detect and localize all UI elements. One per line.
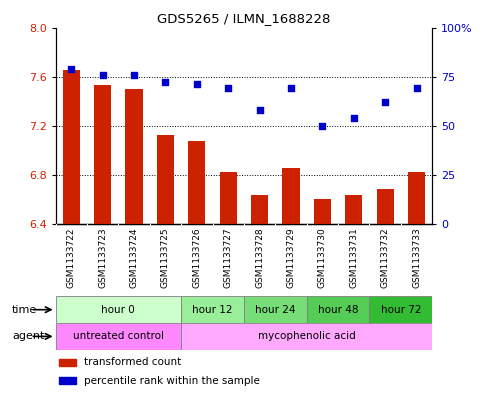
Bar	[220, 172, 237, 224]
Point	[412, 85, 420, 92]
Bar	[94, 85, 111, 224]
Text: GSM1133728: GSM1133728	[255, 227, 264, 288]
Text: GSM1133724: GSM1133724	[129, 227, 139, 288]
Text: GSM1133723: GSM1133723	[98, 227, 107, 288]
Bar	[56, 323, 181, 350]
Text: GSM1133722: GSM1133722	[67, 227, 76, 288]
Text: GSM1133727: GSM1133727	[224, 227, 233, 288]
Point	[287, 85, 295, 92]
Point	[256, 107, 264, 113]
Bar	[56, 296, 181, 323]
Bar	[369, 296, 432, 323]
Point	[350, 115, 357, 121]
Point	[193, 81, 201, 88]
Text: agent: agent	[12, 331, 44, 342]
Text: GSM1133726: GSM1133726	[192, 227, 201, 288]
Bar	[283, 169, 299, 224]
Text: percentile rank within the sample: percentile rank within the sample	[84, 376, 260, 386]
Bar	[188, 141, 205, 224]
Text: hour 48: hour 48	[318, 305, 358, 315]
Point	[161, 79, 170, 86]
Title: GDS5265 / ILMN_1688228: GDS5265 / ILMN_1688228	[157, 12, 330, 25]
Text: time: time	[12, 305, 37, 315]
Text: GSM1133733: GSM1133733	[412, 227, 421, 288]
Bar	[63, 70, 80, 224]
Text: hour 24: hour 24	[255, 305, 296, 315]
Bar	[181, 323, 432, 350]
Bar	[314, 199, 331, 224]
Bar	[59, 378, 76, 384]
Text: GSM1133725: GSM1133725	[161, 227, 170, 288]
Bar	[59, 359, 76, 365]
Bar	[157, 135, 174, 224]
Text: GSM1133732: GSM1133732	[381, 227, 390, 288]
Bar	[181, 296, 244, 323]
Point	[68, 66, 75, 72]
Bar	[345, 195, 362, 224]
Bar	[251, 195, 268, 224]
Point	[224, 85, 232, 92]
Text: GSM1133731: GSM1133731	[349, 227, 358, 288]
Text: GSM1133729: GSM1133729	[286, 227, 296, 288]
Point	[99, 72, 107, 78]
Bar	[126, 89, 142, 224]
Text: hour 12: hour 12	[192, 305, 233, 315]
Text: untreated control: untreated control	[73, 331, 164, 342]
Text: hour 72: hour 72	[381, 305, 421, 315]
Point	[130, 72, 138, 78]
Text: mycophenolic acid: mycophenolic acid	[258, 331, 355, 342]
Bar	[244, 296, 307, 323]
Text: transformed count: transformed count	[84, 357, 181, 367]
Text: hour 0: hour 0	[101, 305, 135, 315]
Point	[319, 123, 327, 129]
Bar	[377, 189, 394, 224]
Point	[382, 99, 389, 105]
Bar	[408, 172, 425, 224]
Bar	[307, 296, 369, 323]
Text: GSM1133730: GSM1133730	[318, 227, 327, 288]
